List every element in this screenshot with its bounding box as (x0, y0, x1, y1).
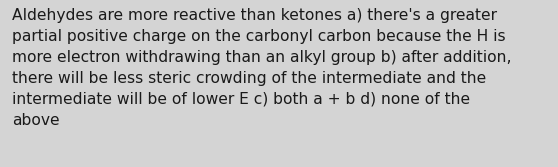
Text: Aldehydes are more reactive than ketones a) there's a greater
partial positive c: Aldehydes are more reactive than ketones… (12, 8, 512, 128)
